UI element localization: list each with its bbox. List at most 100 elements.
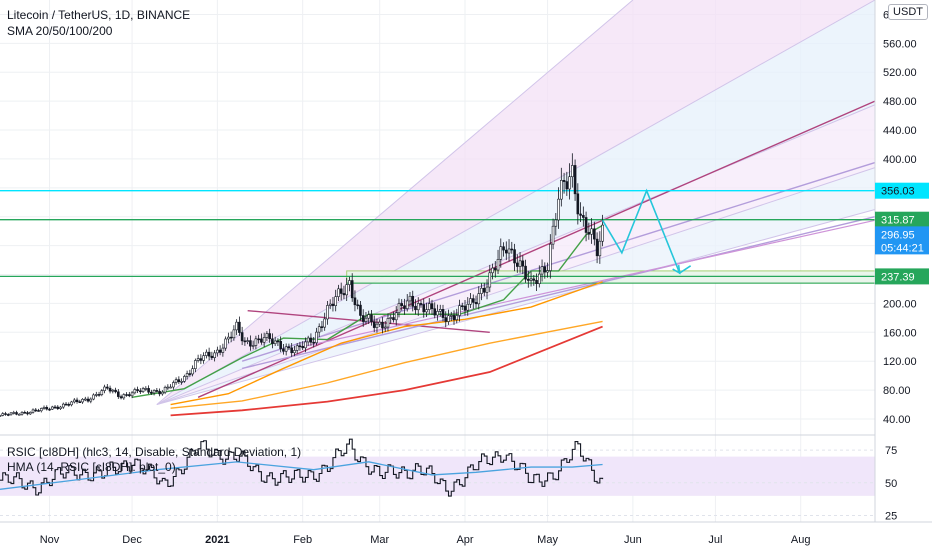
candle-body xyxy=(246,340,249,342)
candle-body xyxy=(238,321,241,333)
candle-body xyxy=(540,266,544,275)
candle-body xyxy=(37,410,40,412)
candle-body xyxy=(100,390,104,395)
candle-body xyxy=(469,298,472,305)
candle-body xyxy=(326,305,329,320)
candle-body xyxy=(482,287,486,293)
candle-body xyxy=(12,412,16,414)
candle-body xyxy=(89,398,93,402)
fib-fan-line xyxy=(156,104,876,406)
candle-body xyxy=(595,238,599,257)
candle-body xyxy=(221,347,225,353)
candle-body xyxy=(301,345,304,349)
candle-body xyxy=(551,225,555,245)
candle-body xyxy=(114,389,117,393)
candle-body xyxy=(169,386,172,389)
candle-body xyxy=(477,293,481,305)
candle-body xyxy=(474,302,478,305)
candle-body xyxy=(17,413,21,416)
candle-body xyxy=(323,318,326,328)
candle-body xyxy=(455,315,459,321)
x-tick-label: Dec xyxy=(122,534,142,546)
level-tag-label: 356.03 xyxy=(881,186,915,198)
candle-body xyxy=(235,321,238,331)
candle-body xyxy=(265,333,269,338)
candle-body xyxy=(389,317,393,319)
candle-body xyxy=(546,270,549,273)
y-tick-label: 560.00 xyxy=(883,38,917,50)
candle-body xyxy=(64,403,68,406)
candle-body xyxy=(243,340,247,343)
candle-body xyxy=(59,406,62,409)
x-tick-label: Mar xyxy=(370,534,389,546)
candle-body xyxy=(350,280,354,299)
candle-body xyxy=(42,407,46,409)
candle-body xyxy=(174,379,178,383)
candle-body xyxy=(304,341,307,349)
candle-body xyxy=(188,373,192,375)
y-tick-label: 120.00 xyxy=(883,356,917,368)
candle-body xyxy=(532,278,536,281)
x-tick-label: Apr xyxy=(456,534,473,546)
y-tick-label: 80.00 xyxy=(883,385,911,397)
candle-body xyxy=(216,349,219,354)
candle-body xyxy=(67,404,71,406)
y-tick-label: 400.00 xyxy=(883,154,917,166)
candle-body xyxy=(499,246,503,260)
candle-body xyxy=(50,406,54,410)
candle-body xyxy=(524,265,527,280)
rsi-tick-label: 25 xyxy=(885,510,897,522)
sma-line-sma50 xyxy=(170,281,603,406)
candle-body xyxy=(158,390,161,395)
candle-body xyxy=(430,303,434,310)
candle-body xyxy=(251,345,255,347)
candle-body xyxy=(513,249,516,264)
candle-body xyxy=(515,262,519,267)
candle-body xyxy=(56,406,60,409)
candle-body xyxy=(260,338,263,343)
candle-body xyxy=(549,243,552,271)
candle-body xyxy=(177,379,181,383)
x-tick-label: Nov xyxy=(40,534,60,546)
candle-body xyxy=(502,246,505,251)
candle-body xyxy=(372,321,376,328)
x-tick-label: Feb xyxy=(293,534,312,546)
candle-body xyxy=(394,312,398,321)
candle-body xyxy=(141,388,145,392)
y-tick-label: 520.00 xyxy=(883,67,917,79)
candle-body xyxy=(466,303,470,311)
candle-body xyxy=(207,351,211,357)
candle-body xyxy=(317,326,321,333)
candle-body xyxy=(15,412,18,415)
candle-body xyxy=(210,355,214,359)
candle-body xyxy=(378,321,382,325)
candle-body xyxy=(282,348,285,352)
candle-body xyxy=(150,391,153,394)
candle-body xyxy=(257,338,260,341)
candle-body xyxy=(4,413,7,415)
candle-body xyxy=(491,267,494,274)
candle-body xyxy=(386,318,390,328)
candle-body xyxy=(510,248,514,251)
candle-body xyxy=(496,259,500,271)
candle-body xyxy=(117,391,120,397)
candle-body xyxy=(568,176,571,190)
candle-body xyxy=(86,398,90,402)
level-tag-label: 315.87 xyxy=(881,215,915,227)
candle-body xyxy=(23,412,27,414)
candle-body xyxy=(560,180,563,200)
candle-body xyxy=(452,315,456,321)
candle-body xyxy=(155,390,159,392)
candle-body xyxy=(273,340,277,345)
projection-arrowhead xyxy=(672,264,681,275)
candlesticks xyxy=(0,153,604,417)
x-tick-label: Jun xyxy=(624,534,642,546)
candle-body xyxy=(345,284,348,296)
candle-body xyxy=(527,278,530,281)
currency-badge[interactable]: USDT xyxy=(888,4,928,20)
candle-body xyxy=(83,398,87,401)
candle-body xyxy=(31,409,35,413)
candle-body xyxy=(232,329,236,339)
candle-body xyxy=(290,347,293,354)
x-tick-label: Jul xyxy=(708,534,722,546)
